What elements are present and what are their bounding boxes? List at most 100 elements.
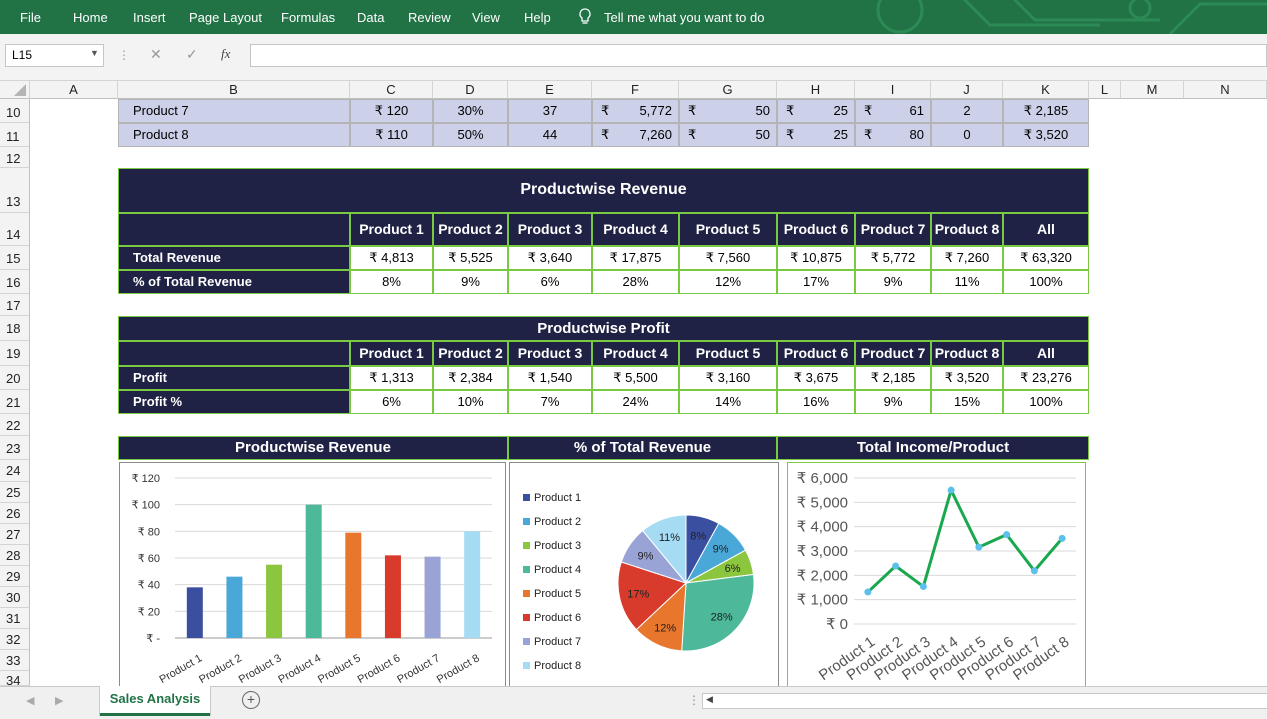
profit-header-cell[interactable]: All [1003,341,1089,366]
row-header[interactable]: 20 [0,366,30,390]
profit-value-cell[interactable]: 16% [777,390,855,414]
revenue-value-cell[interactable]: ₹ 5,525 [433,246,508,270]
row-header[interactable]: 21 [0,390,30,414]
revenue-value-cell[interactable]: 9% [433,270,508,294]
row-header[interactable]: 23 [0,436,30,460]
discount-cell[interactable]: 50% [433,123,508,147]
profit-value-cell[interactable]: ₹ 3,520 [931,366,1003,390]
function-icon[interactable]: fx [221,46,231,61]
revenue-value-cell[interactable]: ₹ 63,320 [1003,246,1089,270]
profit-header-cell[interactable]: Product 6 [777,341,855,366]
add-sheet-icon[interactable]: + [242,691,260,709]
revenue-value-cell[interactable]: ₹ 3,640 [508,246,592,270]
product-name-cell[interactable]: Product 7 [118,99,350,123]
profit-value-cell[interactable]: 7% [508,390,592,414]
pie-chart[interactable]: Product 1 Product 2 Product 3 Product 4 Prod… [509,462,779,688]
tab-view[interactable]: View [472,10,500,25]
units-cell[interactable]: 44 [508,123,592,147]
tab-formulas[interactable]: Formulas [281,10,336,25]
currency-cell[interactable]: ₹50 [679,99,777,123]
profit-value-cell[interactable]: ₹ 1,540 [508,366,592,390]
row-header[interactable]: 27 [0,524,30,545]
line-chart[interactable]: ₹ 0 ₹ 1,000 ₹ 2,000 ₹ 3,000 ₹ 4,000 ₹ 5,000 ₹ … [787,462,1086,688]
row-header[interactable]: 13 [0,168,30,213]
sheet-tab-sales-analysis[interactable]: Sales Analysis [100,686,210,716]
profit-header-cell[interactable]: Product 7 [855,341,931,366]
scroll-right-icon[interactable]: ▶ [55,695,64,707]
tab-help[interactable]: Help [524,10,551,25]
column-header-k[interactable]: K [1003,81,1089,99]
currency-cell[interactable]: ₹7,260 [592,123,679,147]
currency-cell[interactable]: ₹5,772 [592,99,679,123]
price-cell[interactable]: ₹ 110 [350,123,433,147]
row-header[interactable]: 14 [0,213,30,246]
row-header[interactable]: 24 [0,460,30,482]
profit-value-cell[interactable]: ₹ 1,313 [350,366,433,390]
row-header[interactable]: 30 [0,587,30,608]
row-header[interactable]: 19 [0,341,30,366]
profit-value-cell[interactable]: 6% [350,390,433,414]
profit-header-cell[interactable]: Product 3 [508,341,592,366]
profit-header-cell[interactable]: Product 8 [931,341,1003,366]
revenue-value-cell[interactable]: ₹ 7,260 [931,246,1003,270]
revenue-header-cell[interactable]: All [1003,213,1089,246]
discount-cell[interactable]: 30% [433,99,508,123]
count-cell[interactable]: 2 [931,99,1003,123]
bar-chart[interactable]: ₹ - ₹ 20 ₹ 40 ₹ 60 ₹ 80 ₹ 100 ₹ 120 Product 1 Pr… [119,462,506,688]
product-name-cell[interactable]: Product 8 [118,123,350,147]
revenue-header-cell[interactable]: Product 5 [679,213,777,246]
profit-value-cell[interactable]: 24% [592,390,679,414]
profit-value-cell[interactable]: 10% [433,390,508,414]
chevron-down-icon[interactable]: ▼ [90,48,99,58]
currency-cell[interactable]: ₹50 [679,123,777,147]
profit-header-cell[interactable]: Product 2 [433,341,508,366]
units-cell[interactable]: 37 [508,99,592,123]
revenue-header-cell[interactable]: Product 2 [433,213,508,246]
formula-input[interactable] [250,44,1267,67]
profit-cell[interactable]: ₹ 2,185 [1003,99,1089,123]
revenue-header-cell[interactable]: Product 7 [855,213,931,246]
row-header[interactable]: 31 [0,608,30,629]
column-header-h[interactable]: H [777,81,855,99]
revenue-header-cell[interactable]: Product 8 [931,213,1003,246]
row-header[interactable]: 29 [0,566,30,587]
revenue-value-cell[interactable]: ₹ 10,875 [777,246,855,270]
column-header-j[interactable]: J [931,81,1003,99]
row-header[interactable]: 10 [0,99,30,123]
horizontal-scrollbar[interactable]: ◀ [702,693,1267,709]
profit-value-cell[interactable]: 15% [931,390,1003,414]
tab-review[interactable]: Review [408,10,451,25]
scroll-left-arrow-icon[interactable]: ◀ [706,694,713,704]
profit-value-cell[interactable]: ₹ 23,276 [1003,366,1089,390]
profit-value-cell[interactable]: 14% [679,390,777,414]
column-header-c[interactable]: C [350,81,433,99]
profit-cell[interactable]: ₹ 3,520 [1003,123,1089,147]
column-header-e[interactable]: E [508,81,592,99]
revenue-value-cell[interactable]: ₹ 17,875 [592,246,679,270]
column-header-n[interactable]: N [1184,81,1267,99]
revenue-value-cell[interactable]: ₹ 4,813 [350,246,433,270]
column-header-f[interactable]: F [592,81,679,99]
profit-row-label[interactable]: Profit [118,366,350,390]
currency-cell[interactable]: ₹25 [777,99,855,123]
revenue-value-cell[interactable]: 6% [508,270,592,294]
currency-cell[interactable]: ₹61 [855,99,931,123]
revenue-row-label[interactable]: Total Revenue [118,246,350,270]
row-header[interactable]: 15 [0,246,30,270]
currency-cell[interactable]: ₹25 [777,123,855,147]
row-header[interactable]: 18 [0,316,30,341]
tab-page-layout[interactable]: Page Layout [189,10,263,25]
row-header[interactable]: 16 [0,270,30,294]
tab-insert[interactable]: Insert [133,10,166,25]
column-header-d[interactable]: D [433,81,508,99]
revenue-value-cell[interactable]: 12% [679,270,777,294]
profit-row-label[interactable]: Profit % [118,390,350,414]
revenue-value-cell[interactable]: 8% [350,270,433,294]
profit-corner-cell[interactable] [118,341,350,366]
profit-header-cell[interactable]: Product 4 [592,341,679,366]
revenue-value-cell[interactable]: 11% [931,270,1003,294]
profit-header-cell[interactable]: Product 5 [679,341,777,366]
row-header[interactable]: 34 [0,671,30,688]
row-header[interactable]: 28 [0,545,30,566]
column-header-g[interactable]: G [679,81,777,99]
